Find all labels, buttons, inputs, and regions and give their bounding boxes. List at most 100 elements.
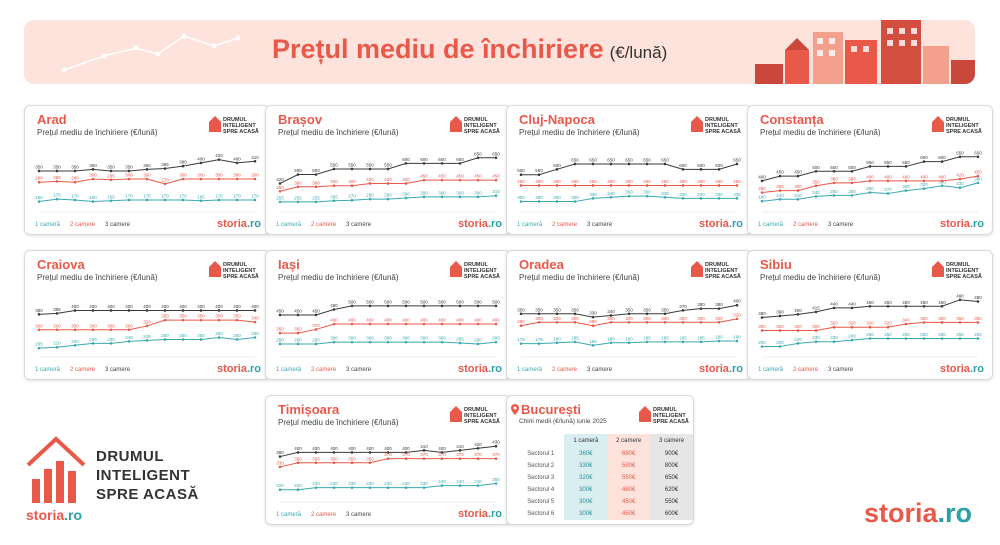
data-point xyxy=(296,451,300,454)
data-label: 350 xyxy=(643,190,651,195)
badge-line3: SPRE ACASĂ xyxy=(464,129,500,135)
data-label: 415 xyxy=(812,305,820,310)
house-chart-icon xyxy=(209,116,221,132)
data-label: 300 xyxy=(535,195,543,200)
data-label: 650 xyxy=(607,157,615,162)
cell-one-room: 300€ xyxy=(564,496,608,508)
data-point xyxy=(37,328,41,332)
data-point xyxy=(573,162,577,166)
data-label: 450 xyxy=(902,300,910,305)
data-label: 350 xyxy=(956,316,964,321)
data-point xyxy=(627,312,631,316)
data-label: 300 xyxy=(71,323,79,328)
data-point xyxy=(253,309,257,312)
data-label: 320 xyxy=(884,321,892,326)
data-label: 330 xyxy=(679,192,687,197)
data-point xyxy=(386,322,390,326)
badge-line3: SPRE ACASĂ xyxy=(653,419,689,425)
data-point xyxy=(55,180,59,183)
data-point xyxy=(145,177,149,181)
data-label: 245 xyxy=(143,334,151,339)
data-point xyxy=(760,329,764,332)
data-point xyxy=(735,197,739,200)
data-point xyxy=(163,338,167,341)
data-point xyxy=(109,178,113,182)
data-label: 170 xyxy=(179,193,187,198)
data-label: 650 xyxy=(571,157,579,162)
program-name: DRUMUL INTELIGENT SPRE ACASĂ xyxy=(96,447,199,504)
data-label: 300 xyxy=(758,324,766,329)
badge-line3: SPRE ACASĂ xyxy=(946,274,982,280)
data-label: 200 xyxy=(776,340,784,345)
data-label: 290 xyxy=(474,337,482,342)
data-label: 450 xyxy=(553,179,561,184)
data-label: 450 xyxy=(974,170,982,175)
data-point xyxy=(663,340,667,344)
data-point xyxy=(37,169,41,173)
data-label: 270 xyxy=(884,187,892,192)
data-label: 350 xyxy=(517,307,525,312)
data-label: 270 xyxy=(161,177,169,182)
house-chart-icon xyxy=(450,261,462,277)
data-point xyxy=(458,341,462,345)
legend-one-room: 1 cameră xyxy=(276,367,302,373)
data-label: 600 xyxy=(679,163,687,168)
data-point xyxy=(832,325,836,329)
data-label: 205 xyxy=(35,342,43,347)
data-point xyxy=(537,184,541,187)
legend: 1 cameră 2 camere 3 camere xyxy=(276,367,381,373)
data-label: 230 xyxy=(420,481,428,486)
data-label: 230 xyxy=(330,481,338,486)
data-label: 400 xyxy=(348,318,356,323)
data-point xyxy=(850,169,854,173)
data-label: 255 xyxy=(276,195,284,200)
data-label: 400 xyxy=(384,318,392,323)
data-label: 200 xyxy=(758,340,766,345)
data-point xyxy=(368,451,372,454)
badge-line1: DRUMUL xyxy=(705,117,729,123)
data-point xyxy=(886,325,890,329)
data-point xyxy=(199,161,203,165)
data-point xyxy=(296,313,300,317)
data-label: 650 xyxy=(956,150,964,155)
data-point xyxy=(235,318,239,322)
data-label: 370 xyxy=(679,304,687,309)
card-oradea: Oradea Prețul mediu de închiriere (€/lun… xyxy=(506,250,752,380)
data-point xyxy=(717,168,721,171)
data-label: 230 xyxy=(830,335,838,340)
data-point xyxy=(368,461,372,465)
data-point xyxy=(922,160,926,163)
data-point xyxy=(217,336,221,339)
data-label: 320 xyxy=(143,319,151,324)
program-badge: DRUMUL INTELIGENT SPRE ACASĂ xyxy=(209,261,261,281)
data-point xyxy=(332,167,336,171)
price-chart: 190 210 210 240 250 250 280 270 300 320 350 330 380 2… xyxy=(758,150,982,213)
data-label: 400 xyxy=(348,179,356,184)
data-point xyxy=(127,340,131,343)
data-point xyxy=(440,340,444,344)
data-point xyxy=(350,461,354,465)
legend-three-rooms: 3 camere xyxy=(105,367,131,373)
data-point xyxy=(519,312,523,316)
data-label: 300 xyxy=(553,195,561,200)
data-point xyxy=(850,338,854,342)
data-label: 400 xyxy=(758,174,766,179)
data-point xyxy=(537,320,541,324)
city-title: Cluj-Napoca xyxy=(519,112,595,127)
badge-line1: DRUMUL xyxy=(464,262,488,268)
data-point xyxy=(440,457,444,460)
data-point xyxy=(386,457,390,460)
data-label: 380 xyxy=(848,176,856,181)
data-point xyxy=(332,461,336,465)
data-point xyxy=(735,303,739,307)
storia-main-logo[interactable]: storia.ro xyxy=(863,498,972,528)
data-label: 450 xyxy=(938,300,946,305)
data-label: 190 xyxy=(758,195,766,200)
data-label: 450 xyxy=(420,174,428,179)
data-label: 500 xyxy=(830,165,838,170)
data-label: 650 xyxy=(589,157,597,162)
house-chart-icon xyxy=(932,261,944,277)
data-point xyxy=(91,200,95,203)
data-label: 330 xyxy=(276,460,284,465)
cell-one-room: 360€ xyxy=(564,448,608,460)
